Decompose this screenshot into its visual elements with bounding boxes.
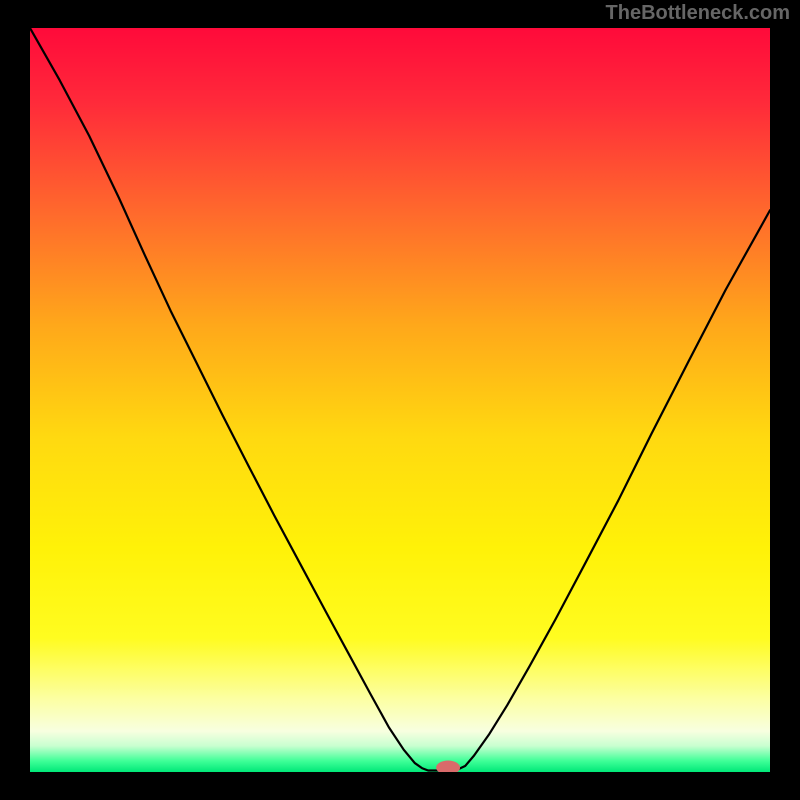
gradient-background bbox=[30, 28, 770, 772]
chart-svg bbox=[30, 28, 770, 772]
watermark-text: TheBottleneck.com bbox=[606, 2, 790, 25]
plot-area bbox=[30, 28, 770, 772]
chart-container: TheBottleneck.com bbox=[0, 0, 800, 800]
